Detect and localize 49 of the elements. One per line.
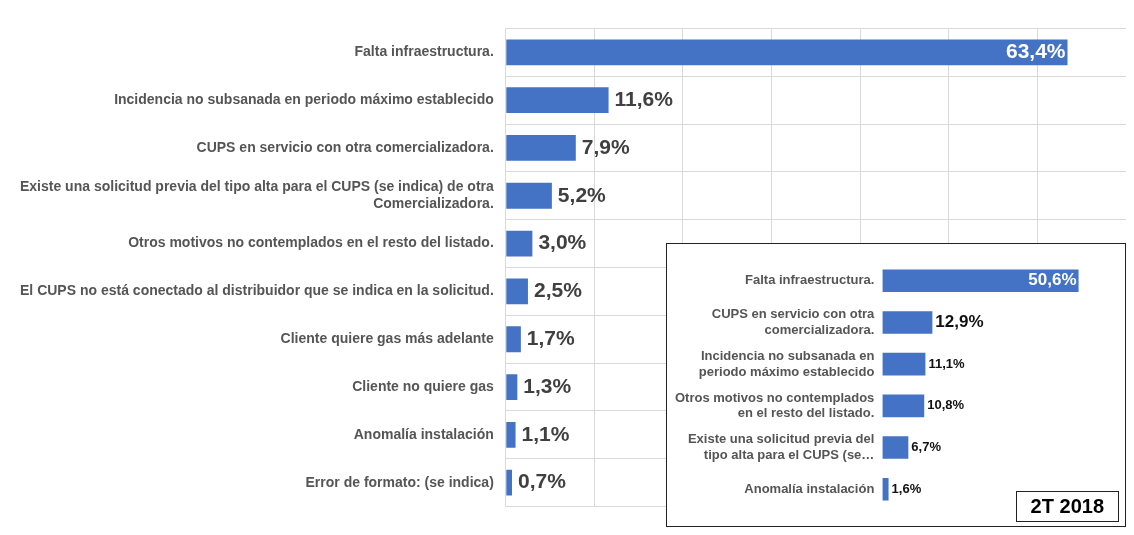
bar [506,421,516,448]
bar [882,394,925,418]
data-label: 1,6% [891,480,922,496]
data-label: 1,3% [523,373,572,397]
bar [506,135,576,161]
bar [882,352,926,376]
data-label: 1,7% [526,326,576,350]
y-tick-label: Existe una solicitud previa del tipo alta para el CUPS (se indica) de otra Comercializadora. [19,178,494,212]
bar [882,311,933,334]
y-tick-label: Cliente quiere gas más adelante [280,330,494,347]
bar [882,436,909,459]
bar [506,326,521,353]
y-tick-label: Incidencia no subsanada en periodo máximo establecido [698,347,875,379]
data-label: 11,1% [928,355,965,371]
bar [506,469,512,496]
data-label: 2,5% [533,278,583,302]
y-tick-label: Cliente no quiere gas [352,377,494,394]
y-tick-label: Otros motivos no contemplados en el resto del listado. [128,234,494,251]
y-tick-label: Falta infraestructura. [354,43,494,60]
bar [506,374,518,400]
y-tick-label: Otros motivos no contemplados en el resto del listado. [675,389,875,421]
data-label: 3,0% [538,230,587,254]
data-label: 50,6% [1028,270,1077,290]
data-label: 0,7% [518,469,567,493]
y-tick-label: CUPS en servicio con otra comercializadora. [196,138,494,155]
bar [506,278,528,305]
y-tick-label: El CUPS no está conectado al distribuidor que se indica en la solicitud. [20,282,494,299]
y-tick-label: Anomalía instalación [353,425,494,442]
bar [506,87,609,114]
data-label: 5,2% [557,182,607,206]
data-label: 1,1% [521,421,570,445]
bar [882,269,1079,292]
bar [882,478,889,501]
data-label: 63,4% [1005,39,1066,63]
data-label: 6,7% [911,439,942,455]
data-label: 10,8% [927,397,965,413]
data-label: 7,9% [581,134,630,158]
y-tick-label: Incidencia no subsanada en periodo máximo establecido [114,90,494,107]
text: 2T 2018 [1015,491,1119,522]
data-label: 12,9% [935,312,984,332]
y-tick-label: Existe una solicitud previa del tipo alta para el CUPS (se… [687,431,875,462]
y-tick-label: CUPS en servicio con otra comercializadora. [711,306,876,337]
y-tick-label: Anomalía instalación [744,480,875,496]
y-tick-label: Falta infraestructura. [745,272,875,288]
data-label: 11,6% [614,86,674,110]
bar [506,182,552,209]
bar [506,230,533,257]
bar [506,39,1068,66]
y-tick-label: Error de formato: (se indica) [305,473,494,490]
